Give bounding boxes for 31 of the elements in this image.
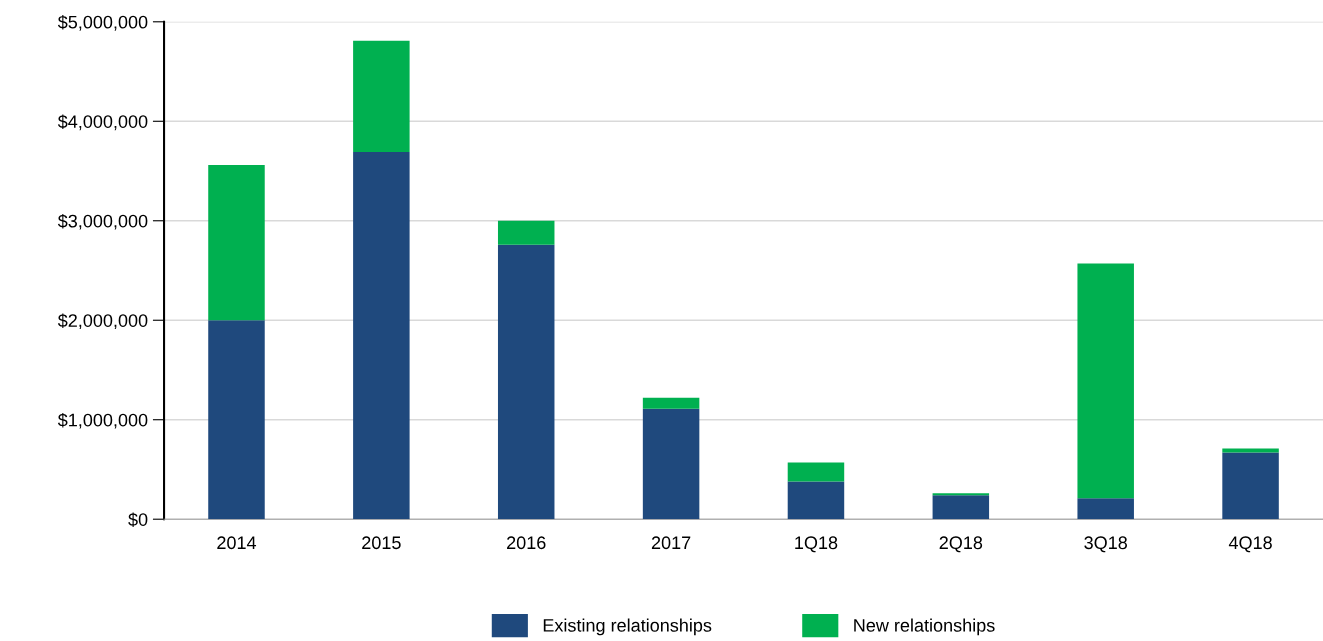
bar [497,220,555,245]
bar [787,481,845,520]
bar [353,152,410,520]
x-tick-label: 2015 [362,536,401,550]
bar [1222,448,1279,453]
x-tick-label: 4Q18 [1228,536,1272,553]
bar [353,40,410,153]
bar [932,495,990,520]
y-tick-label: $3,000,000 [57,213,148,230]
legend-label: New relationships [854,618,995,636]
y-tick-label: $2,000,000 [57,313,148,330]
bar [1077,263,1134,499]
x-tick-label: 2Q18 [939,536,983,553]
legend-label: Existing relationships [543,618,712,636]
bar [1222,452,1279,520]
y-tick-label: $5,000,000 [57,14,148,31]
x-tick-label: 2014 [217,536,257,550]
bar [208,320,265,520]
y-tick-label: $1,000,000 [57,412,148,429]
x-tick-label: 1Q18 [795,536,838,553]
bar [642,397,700,409]
x-tick-label: 2017 [651,536,691,550]
x-tick-label: 2016 [507,536,546,550]
bar [642,408,700,520]
y-tick-label: $0 [128,512,148,527]
bar [497,244,555,520]
bar [787,462,845,482]
bar [208,165,265,321]
bar [1077,498,1134,520]
y-tick-label: $4,000,000 [57,114,148,131]
x-tick-label: 3Q18 [1084,536,1127,553]
